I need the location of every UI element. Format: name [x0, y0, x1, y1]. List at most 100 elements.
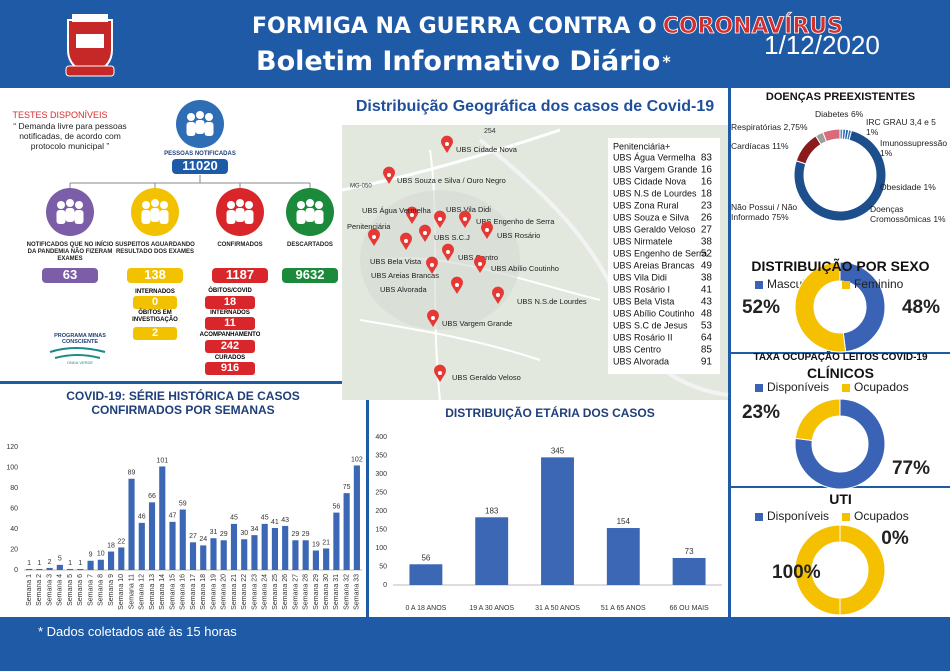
data-label: 21 — [322, 539, 330, 546]
y-tick-label: 40 — [10, 526, 18, 533]
detail-value: 18 — [205, 296, 255, 309]
value-label: 1% — [923, 182, 936, 192]
list-value: 91 — [701, 357, 713, 368]
list-value: 38 — [701, 273, 713, 284]
x-tick-label: Semana 13 — [149, 574, 156, 610]
person-body — [65, 208, 75, 222]
person-head — [66, 199, 74, 207]
list-name: UBS Abílio Coutinho — [613, 308, 695, 318]
group-label: NOTIFICADOS QUE NO INÍCIO DA PANDEMIA NÃ… — [26, 242, 114, 262]
asterisk: * — [662, 52, 671, 71]
data-label: 0% — [881, 528, 909, 549]
marker-label: UBS S.C.J — [434, 233, 470, 242]
x-tick-label: Semana 22 — [241, 574, 248, 610]
legend-swatch — [842, 513, 850, 521]
x-tick-label: Semana 7 — [87, 574, 94, 606]
data-label: 100% — [772, 562, 821, 583]
bar — [36, 568, 43, 570]
data-label: Diabetes 6% — [815, 109, 875, 120]
bar — [333, 512, 340, 570]
data-label: 59 — [179, 500, 187, 507]
list-name: UBS Bela Vista — [613, 296, 674, 306]
person-body — [74, 210, 84, 224]
title-highlight: CORONAVÍRUS — [663, 13, 843, 39]
list-value: 83 — [701, 153, 713, 164]
y-tick-label: 60 — [10, 505, 18, 512]
data-label: 31 — [210, 529, 218, 536]
data-label: 18 — [107, 542, 115, 549]
category-name: Cardíacas — [731, 141, 770, 151]
pin-dot — [446, 250, 450, 254]
data-label: 75 — [343, 484, 351, 491]
x-tick-label: 51 A 65 ANOS — [601, 605, 646, 612]
pin-dot — [496, 293, 500, 297]
pin-dot — [438, 217, 442, 221]
y-tick-label: 0 — [383, 582, 387, 589]
person-body — [314, 210, 324, 224]
list-name: UBS Engenho de Serra — [613, 248, 707, 258]
x-tick-label: Semana 24 — [262, 574, 269, 610]
chart-title: COVID-19: SÉRIE HISTÓRICA DE CASOS CONFI… — [66, 389, 300, 417]
group-label: DESCARTADOS — [287, 242, 333, 248]
detail-value: 11 — [205, 317, 255, 330]
notified-value: 11020 — [172, 158, 228, 174]
data-label: 56 — [332, 503, 340, 510]
bar — [107, 551, 115, 570]
list-value: 85 — [701, 345, 713, 356]
person-body — [159, 210, 169, 224]
x-tick-label: Semana 32 — [343, 574, 350, 610]
data-label: 183 — [485, 506, 499, 515]
list-name: UBS Areias Brancas — [613, 260, 695, 270]
list-name: UBS Vargem Grande — [613, 164, 697, 174]
x-tick-label: Semana 4 — [57, 574, 64, 606]
data-label: 52% — [741, 297, 781, 318]
data-label: 43 — [281, 517, 289, 524]
bar — [230, 523, 238, 570]
donut-segment — [794, 398, 886, 490]
program-logo — [49, 347, 106, 359]
x-tick-label: Semana 9 — [108, 574, 115, 606]
program-caption: ONDA VERDE — [66, 360, 94, 365]
pin-dot — [485, 228, 489, 232]
chart-title: DISTRIBUIÇÃO POR SEXO — [751, 258, 930, 274]
y-tick-label: 100 — [375, 545, 387, 552]
x-tick-label: 19 A 30 ANOS — [469, 605, 514, 612]
x-tick-label: Semana 3 — [46, 574, 53, 606]
donut-segment — [822, 128, 841, 143]
y-tick-label: 50 — [379, 563, 387, 570]
y-tick-label: 80 — [10, 485, 18, 492]
value-label: 1% — [933, 213, 946, 224]
data-label: Doenças Cromossômicas 1% — [870, 204, 950, 225]
x-tick-label: Semana 25 — [272, 574, 279, 610]
bar — [271, 527, 279, 570]
detail-label: INTERNADOS — [135, 289, 175, 295]
data-label: 66 — [148, 493, 156, 500]
separator — [0, 381, 366, 384]
marker-label: UBS Geraldo Veloso — [452, 373, 521, 382]
map-list-box — [608, 138, 720, 374]
data-label: IRC GRAU 3,4 e 5 1% — [866, 117, 946, 138]
legend-label: Ocupados — [854, 380, 909, 394]
marker-label: UBS Vila Didi — [446, 205, 491, 214]
y-tick-label: 150 — [375, 526, 387, 533]
x-tick-label: Semana 17 — [190, 574, 197, 610]
marker-label: UBS Bela Vista — [370, 257, 422, 266]
data-label: 24 — [199, 536, 207, 543]
data-label: Cardíacas 11% — [731, 141, 801, 152]
data-label: 77% — [891, 458, 931, 479]
chart-title: DISTRIBUIÇÃO ETÁRIA DOS CASOS — [445, 406, 655, 420]
value-label: 2,75% — [783, 122, 808, 132]
pin-dot — [423, 231, 427, 235]
pin-dot — [463, 217, 467, 221]
data-label: 46 — [138, 514, 146, 521]
legend-swatch — [842, 384, 850, 392]
person-head — [315, 201, 323, 209]
person-head — [142, 201, 150, 209]
list-value: 53 — [701, 321, 713, 332]
list-value: 16 — [701, 165, 713, 176]
data-label: 345 — [551, 446, 565, 455]
marker-label: UBS Água Vermelha — [362, 206, 432, 215]
category-name: Imunossupressão — [880, 138, 948, 148]
pin-dot — [478, 262, 482, 266]
data-label: Respiratórias 2,75% — [731, 122, 826, 133]
